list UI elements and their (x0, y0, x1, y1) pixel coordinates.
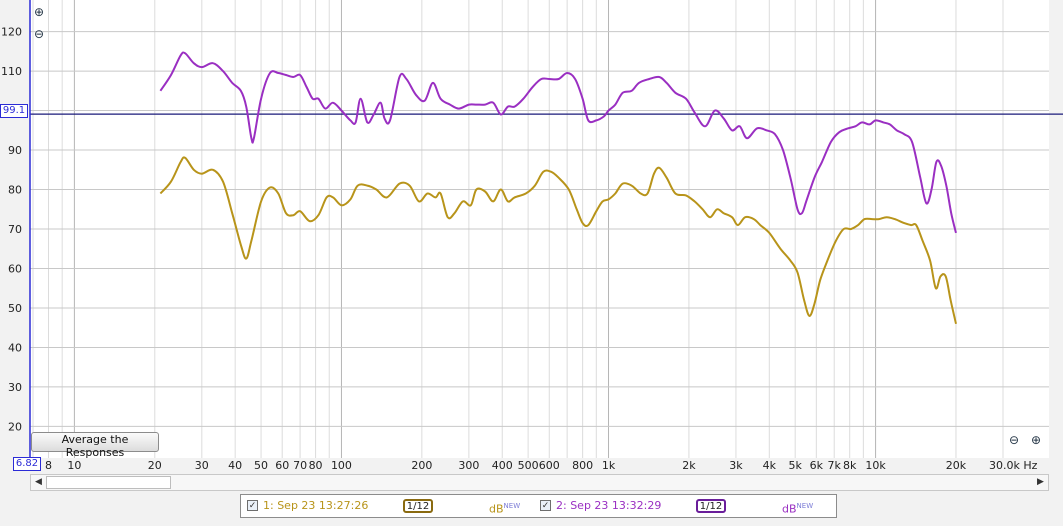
x-tick-label: 2k (682, 459, 696, 472)
series-line-1 (159, 156, 957, 325)
x-tick-label: 50 (254, 459, 268, 472)
x-tick-label: 8k (843, 459, 857, 472)
magnifier-minus-icon[interactable]: ⊖ (33, 27, 45, 41)
y-tick-label: 60 (8, 262, 22, 275)
x-tick-label: 70 (293, 459, 307, 472)
average-responses-button[interactable]: Average the Responses (31, 432, 159, 459)
y-tick-label: 80 (8, 184, 22, 197)
x-tick-label: 30.0k Hz (989, 459, 1038, 472)
x-tick-label: 20k (946, 459, 967, 472)
x-tick-label: 500 (518, 459, 539, 472)
scrollbar-thumb[interactable] (46, 476, 171, 489)
series-line-2 (159, 51, 957, 234)
x-tick-label: 8 (45, 459, 52, 472)
arrow-left-icon[interactable]: ◀ (35, 477, 42, 487)
axis-min-value[interactable]: 6.82 (13, 457, 41, 471)
y-tick-label: 90 (8, 144, 22, 157)
x-tick-label: 20 (148, 459, 162, 472)
x-tick-label: 4k (763, 459, 777, 472)
unit-label-2: dBNEW (782, 502, 814, 516)
x-tick-label: 5k (788, 459, 802, 472)
y-tick-label: 120 (1, 26, 22, 39)
legend-label-1: 1: Sep 23 13:27:26 (263, 499, 369, 512)
x-tick-label: 100 (331, 459, 352, 472)
grid-lines (30, 0, 1049, 458)
y-tick-label: 70 (8, 223, 22, 236)
x-tick-label: 300 (458, 459, 479, 472)
legend-label-2: 2: Sep 23 13:32:29 (556, 499, 662, 512)
smoothing-badge-2[interactable]: 1/12 (696, 499, 726, 513)
y-tick-label: 20 (8, 420, 22, 433)
horizontal-scrollbar[interactable]: ◀ ▶ (30, 474, 1049, 491)
y-axis-tick-labels: 20 30 40 50 60 70 80 90 110 120 (1, 26, 22, 434)
legend-checkbox-1[interactable]: ✓ (247, 500, 258, 511)
x-tick-label: 1k (602, 459, 616, 472)
level-marker-value[interactable]: 99.1 (0, 104, 28, 118)
x-tick-label: 60 (275, 459, 289, 472)
x-tick-label: 10 (67, 459, 81, 472)
legend-item-2: ✓ 2: Sep 23 13:32:29 1/12 dBNEW (540, 495, 830, 517)
x-axis-tick-labels: 8 10 20 30 40 50 60 70 80 100 200 300 400 500 600 800 1k… (45, 459, 1038, 472)
legend-checkbox-2[interactable]: ✓ (540, 500, 551, 511)
legend-item-1: ✓ 1: Sep 23 13:27:26 1/12 dBNEW (247, 495, 537, 517)
y-tick-label: 40 (8, 341, 22, 354)
magnifier-plus-icon[interactable]: ⊕ (33, 5, 45, 19)
x-tick-label: 400 (492, 459, 513, 472)
x-tick-label: 30 (195, 459, 209, 472)
arrow-right-icon[interactable]: ▶ (1037, 477, 1044, 487)
x-tick-label: 40 (228, 459, 242, 472)
x-tick-label: 3k (729, 459, 743, 472)
magnifier-plus-icon[interactable]: ⊕ (1030, 433, 1042, 447)
magnifier-minus-icon[interactable]: ⊖ (1008, 433, 1020, 447)
unit-label-1: dBNEW (489, 502, 521, 516)
x-tick-label: 6k (810, 459, 824, 472)
y-tick-label: 110 (1, 65, 22, 78)
x-tick-label: 7k (828, 459, 842, 472)
x-tick-label: 600 (539, 459, 560, 472)
x-tick-label: 800 (572, 459, 593, 472)
smoothing-badge-1[interactable]: 1/12 (403, 499, 433, 513)
y-tick-label: 50 (8, 302, 22, 315)
y-tick-label: 30 (8, 381, 22, 394)
series-lines (159, 51, 957, 325)
legend-panel: ✓ 1: Sep 23 13:27:26 1/12 dBNEW ✓ 2: Sep… (240, 494, 837, 518)
x-tick-label: 200 (411, 459, 432, 472)
x-tick-label: 10k (865, 459, 886, 472)
x-tick-label: 80 (309, 459, 323, 472)
